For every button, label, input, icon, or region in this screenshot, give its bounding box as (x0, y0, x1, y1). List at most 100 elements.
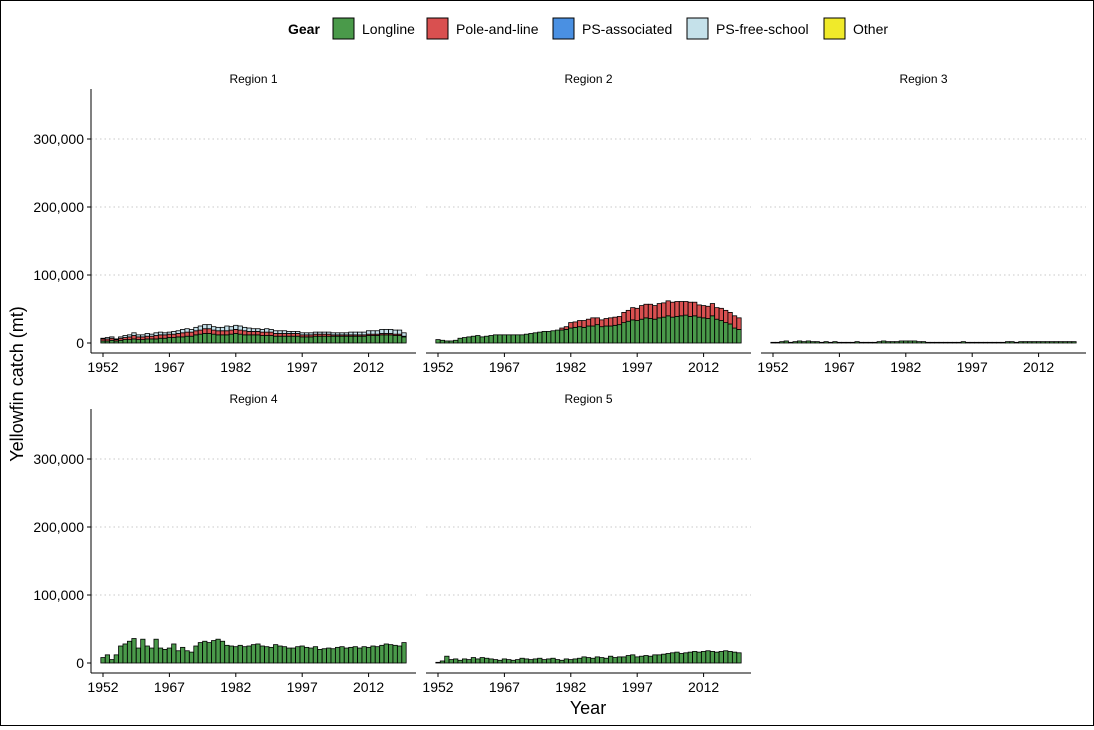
bar-region-4-1987-longline (255, 643, 261, 664)
bar-region-5-1994-longline (621, 656, 627, 664)
bar-region-3-2001-longline (987, 341, 993, 344)
bar-region-1-1970-longline (180, 336, 186, 344)
panel-region-3: Region 3 1952 1967 1982 1997 2012 (757, 72, 1086, 375)
bar-region-1-2020-ps-free-school (401, 332, 407, 337)
bar-region-3-2006-longline (1009, 341, 1015, 344)
bar-region-3-2005-longline (1005, 341, 1011, 344)
bar-region-5-1982-longline (568, 659, 574, 664)
bar-region-4-2007-longline (343, 647, 350, 664)
bar-region-4-1957-longline (122, 643, 128, 664)
bar-region-4-1991-longline (273, 644, 279, 664)
bar-region-5-1980-longline (559, 659, 565, 664)
bar-region-3-2019-longline (1067, 341, 1073, 344)
bar-region-1-1992-longline (277, 335, 283, 344)
bar-region-1-2002-longline (321, 335, 327, 344)
bar-region-1-1952-ps-free-school (100, 337, 106, 340)
bar-region-1-1987-longline (255, 334, 261, 344)
bar-region-4-1983-longline (237, 644, 243, 664)
bar-region-2-1985-pole-and-line (581, 320, 587, 328)
bar-region-2-2013-pole-and-line (705, 305, 711, 319)
bar-region-1-1994-ps-free-school (286, 331, 292, 334)
bar-region-1-1981-pole-and-line (228, 329, 234, 335)
bar-region-1-1983-longline (237, 333, 243, 344)
bar-region-1-2018-longline (392, 335, 398, 344)
bar-region-2-2010-longline (692, 315, 698, 344)
bar-region-2-2004-longline (665, 315, 671, 344)
x-tick-label-region-3-2012: 2012 (1023, 359, 1054, 375)
bar-region-5-1981-longline (563, 658, 569, 664)
bar-region-1-2008-longline (348, 335, 354, 344)
bar-region-2-1984-longline (577, 326, 583, 344)
bar-region-2-2020-longline (736, 328, 742, 344)
bar-region-5-1966-longline (497, 659, 503, 664)
bar-region-1-1995-pole-and-line (290, 333, 296, 337)
bar-region-3-1979-longline (889, 341, 896, 344)
bar-region-2-2007-longline (678, 315, 685, 344)
bar-region-5-2012-longline (701, 651, 707, 664)
bar-region-3-2003-longline (996, 341, 1002, 344)
bar-region-5-1978-longline (550, 657, 556, 664)
bar-region-5-1977-longline (546, 658, 552, 664)
bar-region-5-1974-longline (532, 658, 538, 664)
bar-region-5-1992-longline (612, 657, 618, 664)
bar-region-1-1991-longline (273, 335, 279, 344)
bar-region-1-1965-longline (157, 337, 164, 344)
bar-region-4-1972-longline (188, 651, 195, 664)
x-tick-label-region-3-1952: 1952 (757, 359, 788, 375)
bar-region-2-1965-longline (492, 334, 499, 344)
bar-region-3-1970-longline (850, 341, 856, 344)
bar-region-1-1968-pole-and-line (171, 333, 177, 338)
bar-region-2-1979-longline (554, 329, 561, 344)
bar-region-5-1972-longline (523, 658, 530, 664)
bar-region-1-1993-ps-free-school (281, 330, 288, 334)
bar-region-1-2003-longline (326, 335, 332, 344)
bar-region-1-2006-longline (339, 335, 345, 344)
bar-region-4-2019-longline (397, 645, 403, 664)
bar-region-1-1957-longline (122, 339, 128, 344)
bar-region-5-1971-longline (519, 657, 525, 664)
bar-region-1-2013-ps-free-school (370, 330, 376, 335)
bar-region-1-1971-ps-free-school (184, 328, 190, 333)
y-tick-label-region-1-100000: 100,000 (33, 267, 84, 283)
bar-region-4-2005-longline (335, 646, 341, 664)
bar-region-1-2005-longline (335, 335, 341, 344)
bar-region-1-1960-ps-free-school (135, 334, 141, 338)
bar-region-2-1985-longline (581, 326, 587, 344)
bar-region-4-2000-longline (312, 646, 319, 664)
bar-region-4-1999-longline (308, 647, 314, 664)
bar-region-5-1975-longline (537, 657, 543, 664)
bar-region-1-2016-longline (383, 334, 389, 344)
bar-region-1-1961-ps-free-school (140, 334, 146, 338)
bar-region-4-1953-longline (104, 654, 110, 664)
bar-region-1-1989-ps-free-school (264, 328, 270, 333)
bar-region-1-1999-longline (308, 336, 314, 344)
bar-region-2-2002-longline (656, 317, 662, 344)
bar-region-4-1995-longline (290, 647, 296, 664)
bar-region-1-2010-longline (357, 335, 363, 344)
bar-region-5-1999-longline (643, 655, 649, 664)
bar-region-2-2017-pole-and-line (723, 309, 729, 323)
x-tick-label-region-4-1997: 1997 (287, 679, 318, 695)
bar-region-1-1958-longline (126, 339, 133, 344)
bar-region-4-2004-longline (330, 648, 336, 664)
x-tick-label-region-2-1982: 1982 (555, 359, 586, 375)
bar-region-4-2015-longline (379, 644, 385, 664)
bar-region-1-1977-longline (211, 333, 217, 344)
bar-region-1-2018-ps-free-school (392, 329, 398, 335)
bar-region-1-2000-ps-free-school (312, 331, 319, 335)
bar-region-1-1966-longline (162, 337, 168, 344)
bar-region-2-1990-longline (603, 325, 609, 344)
bar-region-3-1989-longline (934, 341, 940, 344)
x-tick-label-region-3-1967: 1967 (824, 359, 855, 375)
bar-region-3-1990-longline (938, 341, 944, 344)
bar-region-5-1968-longline (506, 659, 512, 664)
bar-region-4-1961-longline (140, 638, 146, 664)
bar-region-2-2018-longline (727, 323, 733, 344)
bar-region-1-1956-longline (118, 339, 124, 344)
bar-region-1-1995-ps-free-school (290, 331, 296, 334)
bar-region-1-1954-longline (109, 339, 115, 344)
bar-region-1-1973-longline (193, 334, 199, 344)
bar-region-5-1984-longline (577, 657, 583, 664)
bar-region-2-2003-longline (661, 316, 667, 344)
bar-region-2-2016-pole-and-line (718, 307, 724, 321)
